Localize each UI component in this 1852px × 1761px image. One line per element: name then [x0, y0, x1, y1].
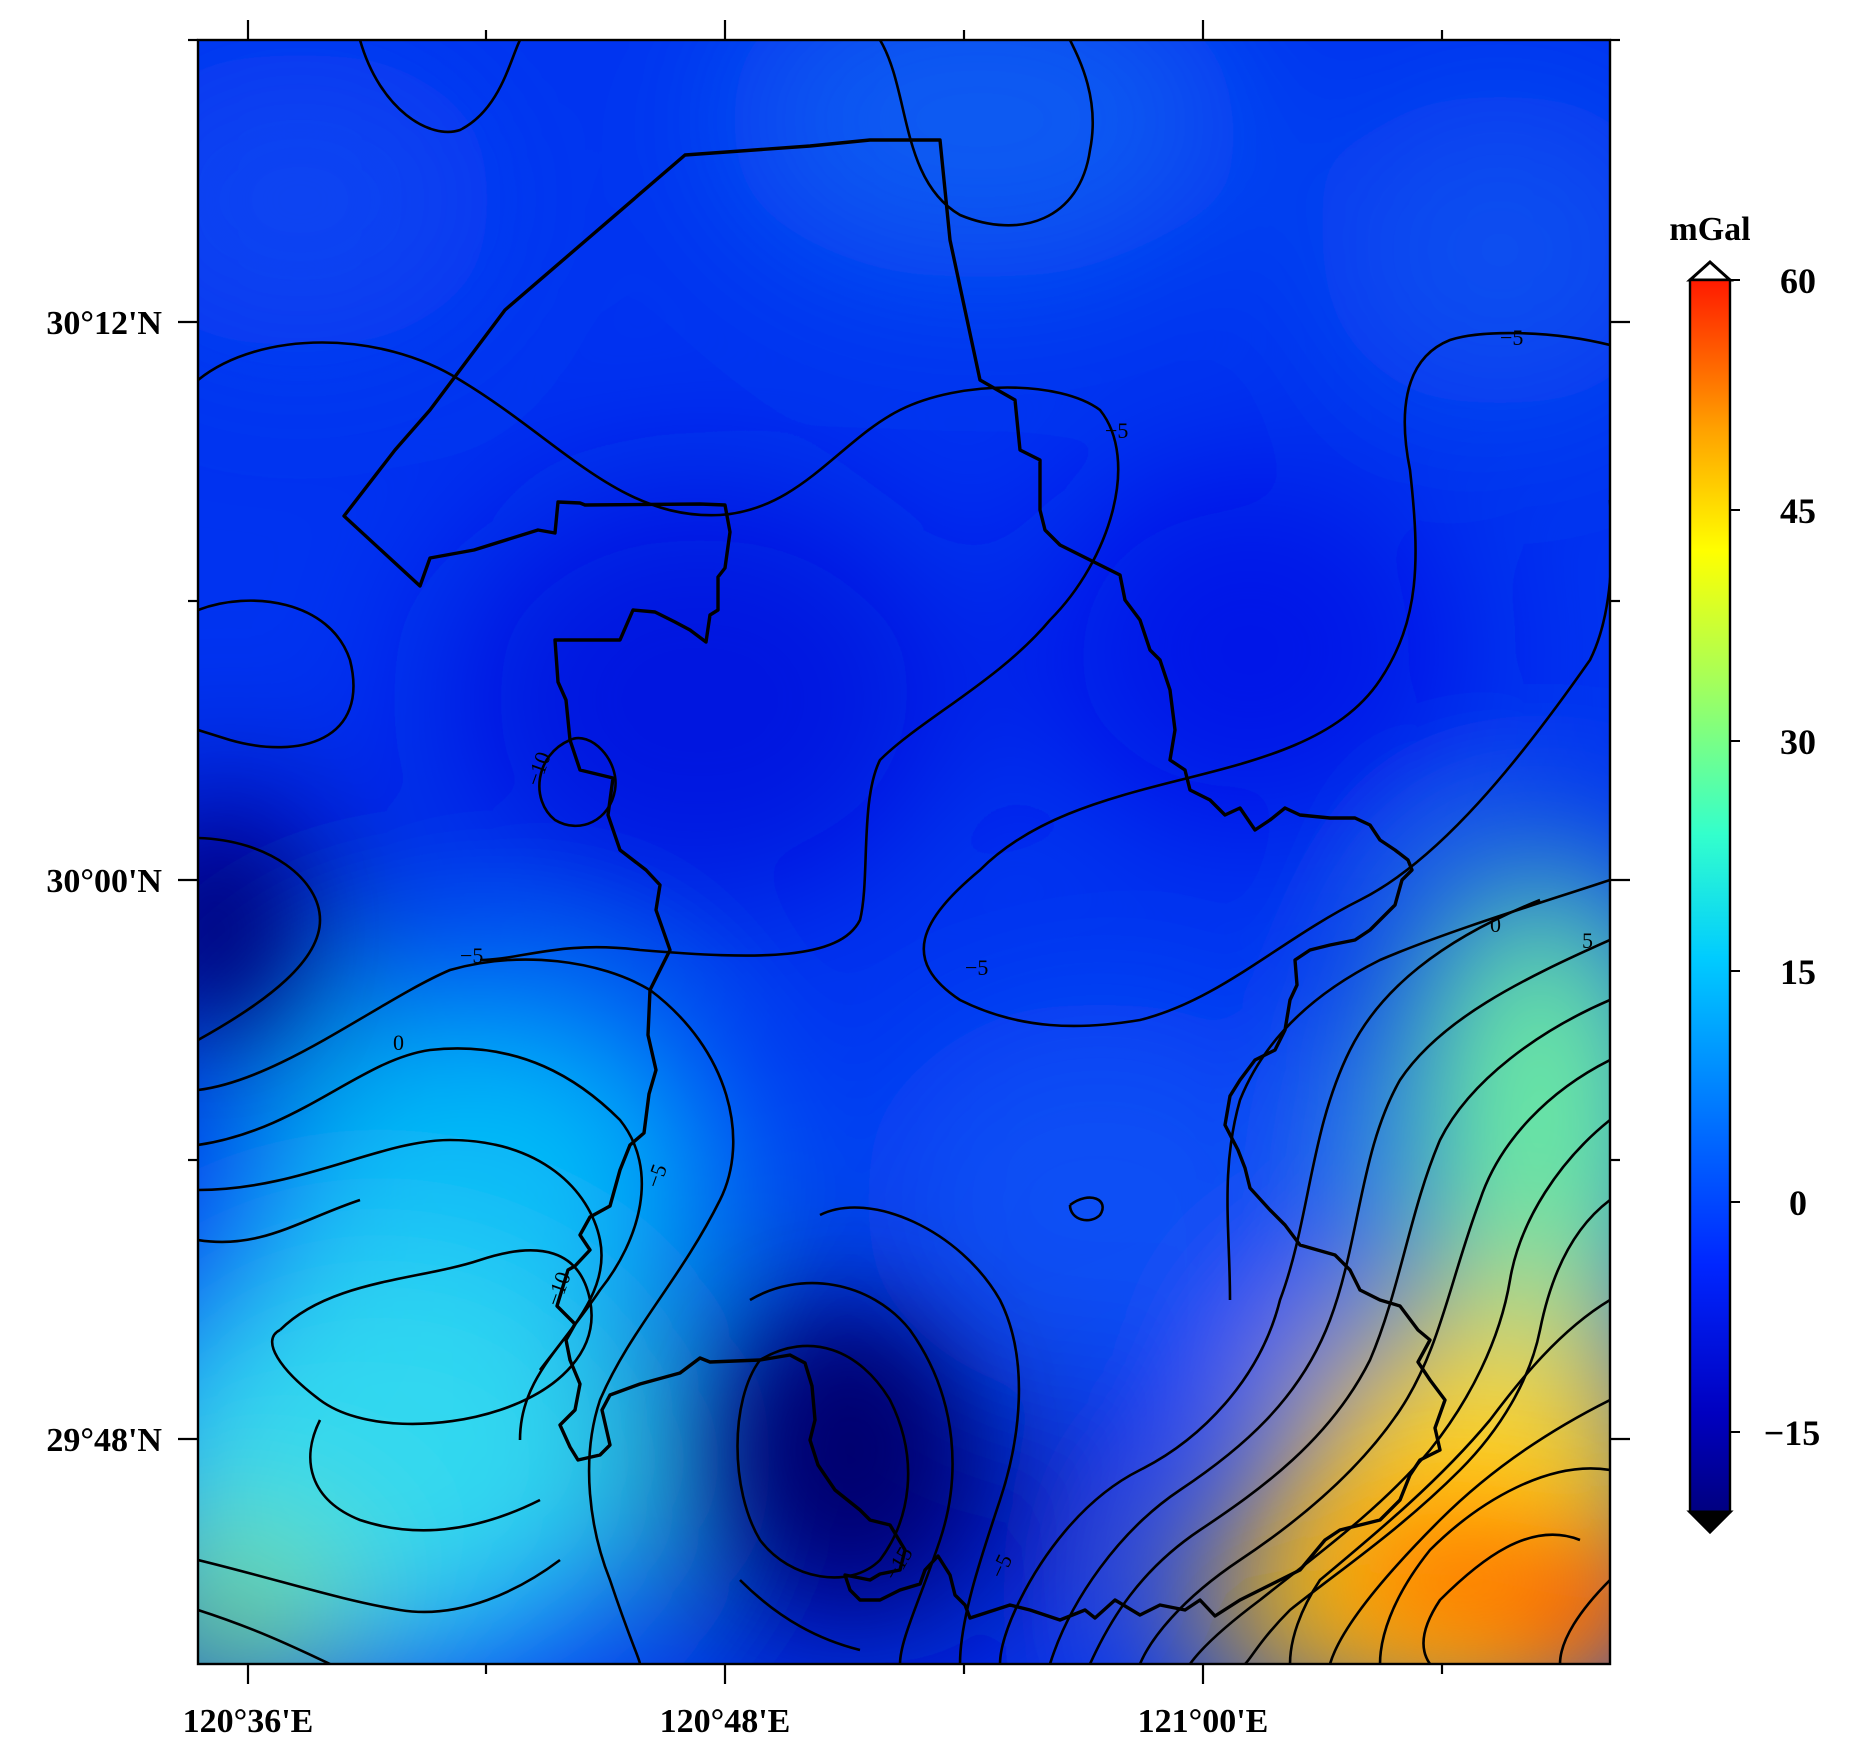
map-ticks [178, 20, 1630, 1684]
colorbar-gradient [1688, 278, 1732, 1514]
contour-label: −5 [1105, 418, 1128, 443]
x-tick-label: 120°48'E [660, 1703, 791, 1740]
y-tick-label: 30°12'N [46, 305, 162, 342]
colorbar: mGal 60 45 30 15 0 −15 [1669, 211, 1821, 1535]
contour-label: 5 [1582, 928, 1593, 953]
y-tick-label: 30°00'N [46, 863, 162, 900]
anomaly-field: −5 −5 −10 −5 0 −5 −10 −15 −5 −5 0 5 [198, 40, 1610, 1664]
contour-label: −5 [460, 943, 483, 968]
contour-label: 0 [1490, 912, 1501, 937]
contour-lines [198, 40, 1610, 1664]
region-boundary [342, 138, 1447, 1622]
x-axis-labels: 120°36'E 120°48'E 121°00'E [183, 1703, 1269, 1740]
contour-label: −5 [1500, 325, 1523, 350]
contour-label: 0 [393, 1030, 404, 1055]
colorbar-tick-label: 0 [1789, 1183, 1807, 1223]
contour-label: −5 [965, 955, 988, 980]
colorbar-tick-label: 15 [1780, 952, 1816, 992]
y-axis-labels: 30°12'N 30°00'N 29°48'N [46, 305, 162, 1459]
x-tick-label: 121°00'E [1138, 1703, 1269, 1740]
colorbar-tick-label: 45 [1780, 491, 1816, 531]
colorbar-min-arrow [1686, 1510, 1734, 1535]
colorbar-tick-label: 60 [1780, 261, 1816, 301]
y-tick-label: 29°48'N [46, 1422, 162, 1459]
x-tick-label: 120°36'E [183, 1703, 314, 1740]
colorbar-tick-label: 30 [1780, 722, 1816, 762]
map-frame [196, 38, 1612, 1666]
colorbar-unit: mGal [1669, 211, 1750, 248]
colorbar-tick-label: −15 [1764, 1413, 1821, 1453]
colorbar-max-arrow [1686, 259, 1734, 282]
